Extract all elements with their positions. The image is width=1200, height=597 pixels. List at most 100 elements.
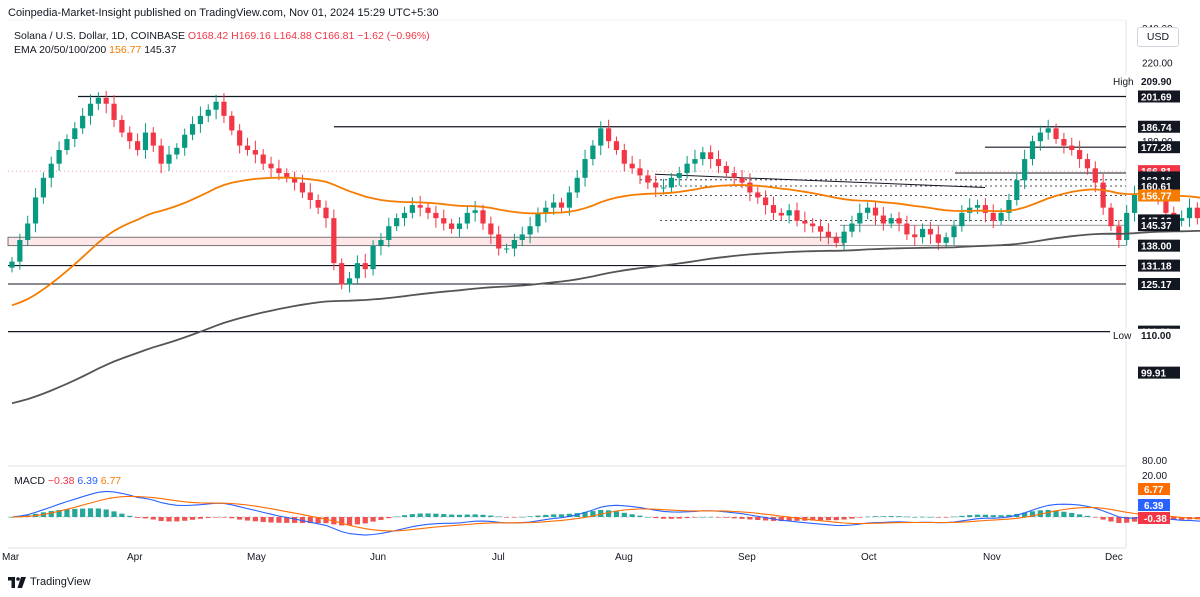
macd-bar (354, 517, 360, 525)
candle-body (1163, 197, 1169, 213)
macd-axis-label: -0.38 (1144, 514, 1167, 525)
candle-body (87, 103, 94, 116)
candle-body (645, 175, 651, 183)
price-label-text: 209.90 (1141, 77, 1172, 88)
macd-bar (135, 517, 141, 518)
macd-bar (1108, 517, 1114, 522)
macd-bar (692, 517, 698, 518)
tradingview-logo-icon (8, 576, 26, 588)
macd-bar (951, 516, 957, 518)
macd-bar (566, 513, 572, 517)
macd-bar (598, 510, 604, 517)
macd-bar (378, 517, 384, 520)
macd-bar (182, 517, 188, 521)
macd-bar (959, 515, 965, 517)
candle-body (708, 152, 714, 160)
macd-bar (56, 510, 62, 517)
candle-body (982, 205, 988, 213)
candle-body (794, 210, 800, 221)
candle-body (959, 212, 965, 227)
macd-bar (676, 517, 682, 519)
macd-bar (315, 517, 321, 524)
macd-bar (865, 516, 871, 518)
macd-bar (888, 516, 894, 517)
macd-bar (810, 517, 816, 521)
change-value: −1.62 (−0.96%) (357, 30, 430, 42)
ema-label[interactable]: EMA 20/50/100/200 (14, 44, 107, 56)
candle-body (888, 218, 894, 224)
candle-body (833, 237, 839, 243)
candle-body (346, 278, 353, 285)
candle-body (292, 177, 298, 183)
macd-axis-label-box (1138, 483, 1170, 495)
candle-body (896, 218, 902, 224)
macd-bar (786, 517, 792, 521)
candle-body (17, 240, 23, 262)
price-label-text: 99.91 (1141, 369, 1166, 380)
price-label-level: 177.28 (1138, 141, 1180, 154)
macd-bar (1077, 514, 1083, 517)
macd-bar (629, 514, 635, 517)
price-label-level: 125.17 (1138, 278, 1180, 291)
macd-bar (880, 516, 886, 517)
macd-bar (755, 517, 761, 521)
candle-body (174, 147, 180, 155)
macd-bar (111, 511, 117, 517)
macd-bar (998, 515, 1004, 517)
candles (9, 90, 1200, 293)
macd-bar (503, 517, 510, 518)
candle-body (841, 231, 847, 243)
macd-bar (1124, 517, 1130, 523)
macd-legend: MACD −0.38 6.39 6.77 (14, 475, 121, 487)
candle-body (331, 218, 337, 264)
candle-body (142, 132, 149, 151)
macd-bar (747, 517, 753, 520)
publisher-line: Coinpedia-Market-Insight published on Tr… (8, 7, 439, 19)
candle-body (935, 234, 941, 243)
macd-bar (535, 515, 541, 517)
macd-bar (276, 517, 282, 523)
macd-signal-value: 6.77 (100, 475, 122, 487)
candle-body (1006, 199, 1012, 213)
macd-bar (64, 509, 70, 517)
macd-bar (684, 517, 690, 519)
candle-body (221, 101, 227, 116)
candle-body (951, 226, 957, 238)
macd-bar (1045, 509, 1051, 517)
candle-body (135, 141, 141, 151)
candle-body (182, 134, 188, 148)
macd-bar (252, 517, 258, 522)
candle-body (80, 115, 86, 129)
ema-200-line (11, 230, 1200, 405)
symbol-name[interactable]: Solana / U.S. Dollar, 1D, COINBASE (14, 30, 185, 42)
candle-body (1022, 159, 1028, 181)
price-label-prefix: High (1113, 77, 1134, 88)
candle-body (723, 165, 729, 174)
price-label-box (1138, 120, 1180, 133)
ema-value-1: 156.77 (109, 44, 142, 56)
candle-body (323, 207, 329, 219)
macd-bar (1069, 512, 1075, 517)
currency-button[interactable]: USD (1137, 27, 1179, 47)
candle-body (810, 223, 816, 227)
support-zone (7, 236, 844, 247)
candle-body (637, 168, 643, 176)
macd-bar (668, 517, 674, 519)
macd-bar (982, 514, 988, 517)
candle-body (40, 177, 46, 198)
candle-body (715, 159, 722, 166)
macd-bar (527, 516, 533, 517)
candle-body (9, 261, 15, 268)
macd-label[interactable]: MACD (14, 475, 45, 487)
candle-body (480, 210, 486, 224)
candle-body (472, 210, 478, 213)
macd-bar (401, 515, 408, 517)
candle-body (276, 168, 282, 174)
macd-bar (292, 517, 298, 523)
macd-bar (519, 516, 525, 518)
macd-bar (637, 515, 643, 517)
time-tick-label: Oct (861, 552, 877, 563)
candle-body (370, 245, 376, 270)
candle-body (590, 145, 596, 160)
open-value: O168.42 (187, 30, 229, 42)
